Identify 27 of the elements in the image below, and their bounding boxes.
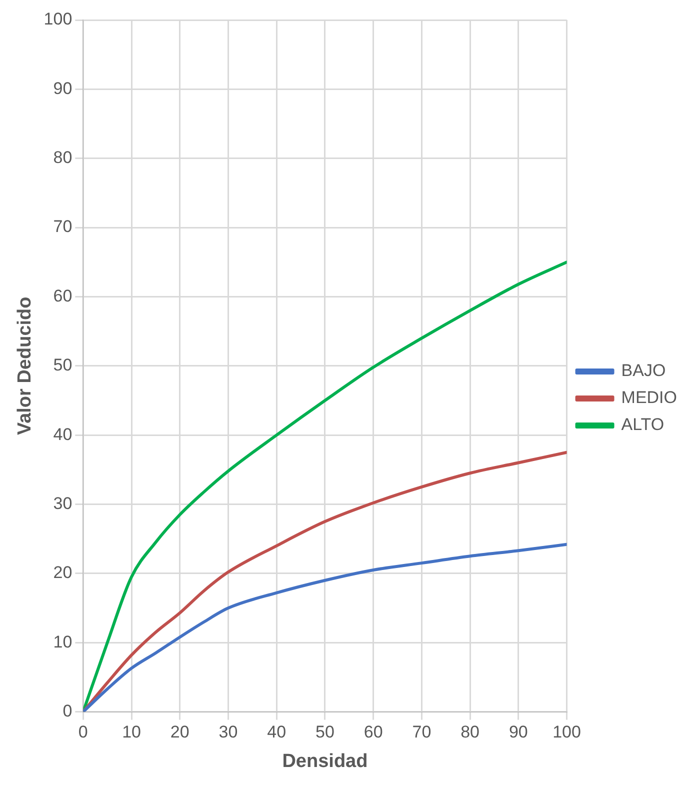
y-tick-label: 90 bbox=[53, 78, 72, 98]
y-tick-label: 20 bbox=[53, 563, 72, 582]
y-tick-label: 0 bbox=[62, 701, 72, 720]
x-tick-label: 10 bbox=[122, 722, 141, 742]
x-tick-label: 90 bbox=[508, 722, 528, 742]
legend-label: BAJO bbox=[621, 361, 666, 380]
x-tick-label: 30 bbox=[218, 722, 238, 742]
y-tick-label: 10 bbox=[53, 632, 72, 652]
x-tick-label: 50 bbox=[316, 722, 334, 742]
x-tick-label: 0 bbox=[78, 722, 88, 742]
legend-label: MEDIO bbox=[621, 388, 678, 408]
y-tick-label: 100 bbox=[44, 10, 72, 29]
y-tick-label: 80 bbox=[53, 148, 72, 168]
x-axis-title: Densidad bbox=[282, 750, 368, 772]
x-tick-label: 70 bbox=[412, 722, 432, 742]
y-tick-label: 50 bbox=[53, 356, 72, 375]
x-tick-label: 60 bbox=[364, 722, 383, 742]
y-tick-label: 70 bbox=[53, 217, 72, 236]
y-axis-title: Valor Deducido bbox=[14, 296, 36, 436]
x-tick-label: 80 bbox=[460, 722, 480, 742]
y-tick-label: 40 bbox=[53, 424, 72, 444]
x-tick-label: 40 bbox=[267, 722, 286, 742]
y-tick-label: 30 bbox=[53, 494, 72, 513]
x-tick-label: 20 bbox=[170, 722, 190, 742]
legend-label: ALTO bbox=[621, 415, 664, 434]
x-tick-label: 100 bbox=[552, 722, 581, 742]
y-tick-label: 60 bbox=[53, 286, 72, 306]
